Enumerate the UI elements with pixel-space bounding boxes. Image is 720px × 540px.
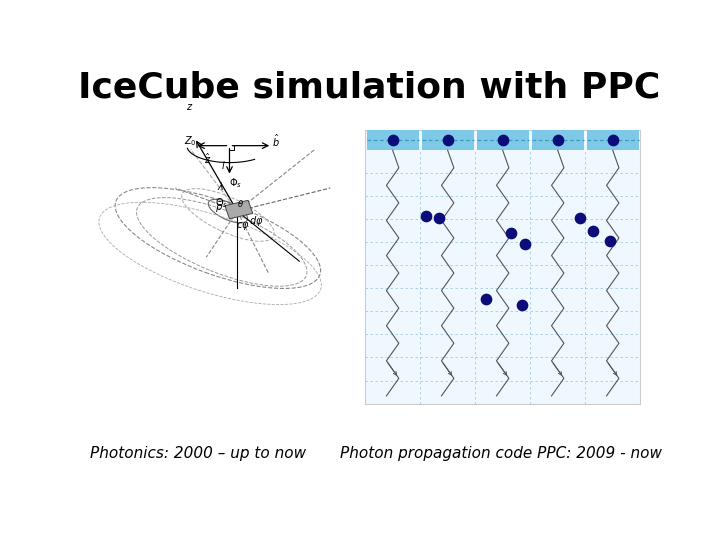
Point (552, 136, 564, 144)
Point (607, 136, 618, 144)
Text: $d\varphi$: $d\varphi$ (248, 214, 263, 228)
Bar (422, 130, 474, 150)
Bar (587, 130, 639, 150)
Point (420, 211, 431, 220)
Bar (366, 130, 418, 150)
Point (387, 136, 398, 144)
Text: $\lambda$: $\lambda$ (217, 180, 224, 192)
Point (480, 295, 492, 303)
Text: $z$: $z$ (186, 102, 193, 112)
Text: Photon propagation code PPC: 2009 - now: Photon propagation code PPC: 2009 - now (340, 446, 662, 461)
Point (604, 237, 616, 245)
Text: $\hat{z}$: $\hat{z}$ (204, 152, 212, 166)
Text: $Z_0$: $Z_0$ (184, 134, 197, 148)
Text: $\Phi_s$: $\Phi_s$ (229, 176, 242, 190)
Text: $\rho$: $\rho$ (215, 202, 223, 214)
Text: $c\varphi$: $c\varphi$ (236, 220, 250, 233)
Bar (477, 130, 528, 150)
Polygon shape (225, 200, 253, 219)
Point (442, 136, 454, 144)
Point (588, 226, 599, 235)
Point (505, 229, 517, 238)
Point (497, 136, 508, 144)
Point (574, 214, 585, 222)
Text: $\hat{b}$: $\hat{b}$ (272, 133, 280, 149)
Point (433, 214, 445, 222)
Text: Photonics: 2000 – up to now: Photonics: 2000 – up to now (91, 446, 307, 461)
Text: $\Theta_s$: $\Theta_s$ (215, 197, 228, 210)
Text: $i$: $i$ (221, 159, 225, 171)
Text: IceCube simulation with PPC: IceCube simulation with PPC (78, 71, 660, 105)
Bar (532, 130, 584, 150)
Point (519, 239, 531, 248)
Text: $\theta$: $\theta$ (237, 198, 244, 209)
Point (516, 300, 528, 309)
Bar (365, 130, 640, 403)
